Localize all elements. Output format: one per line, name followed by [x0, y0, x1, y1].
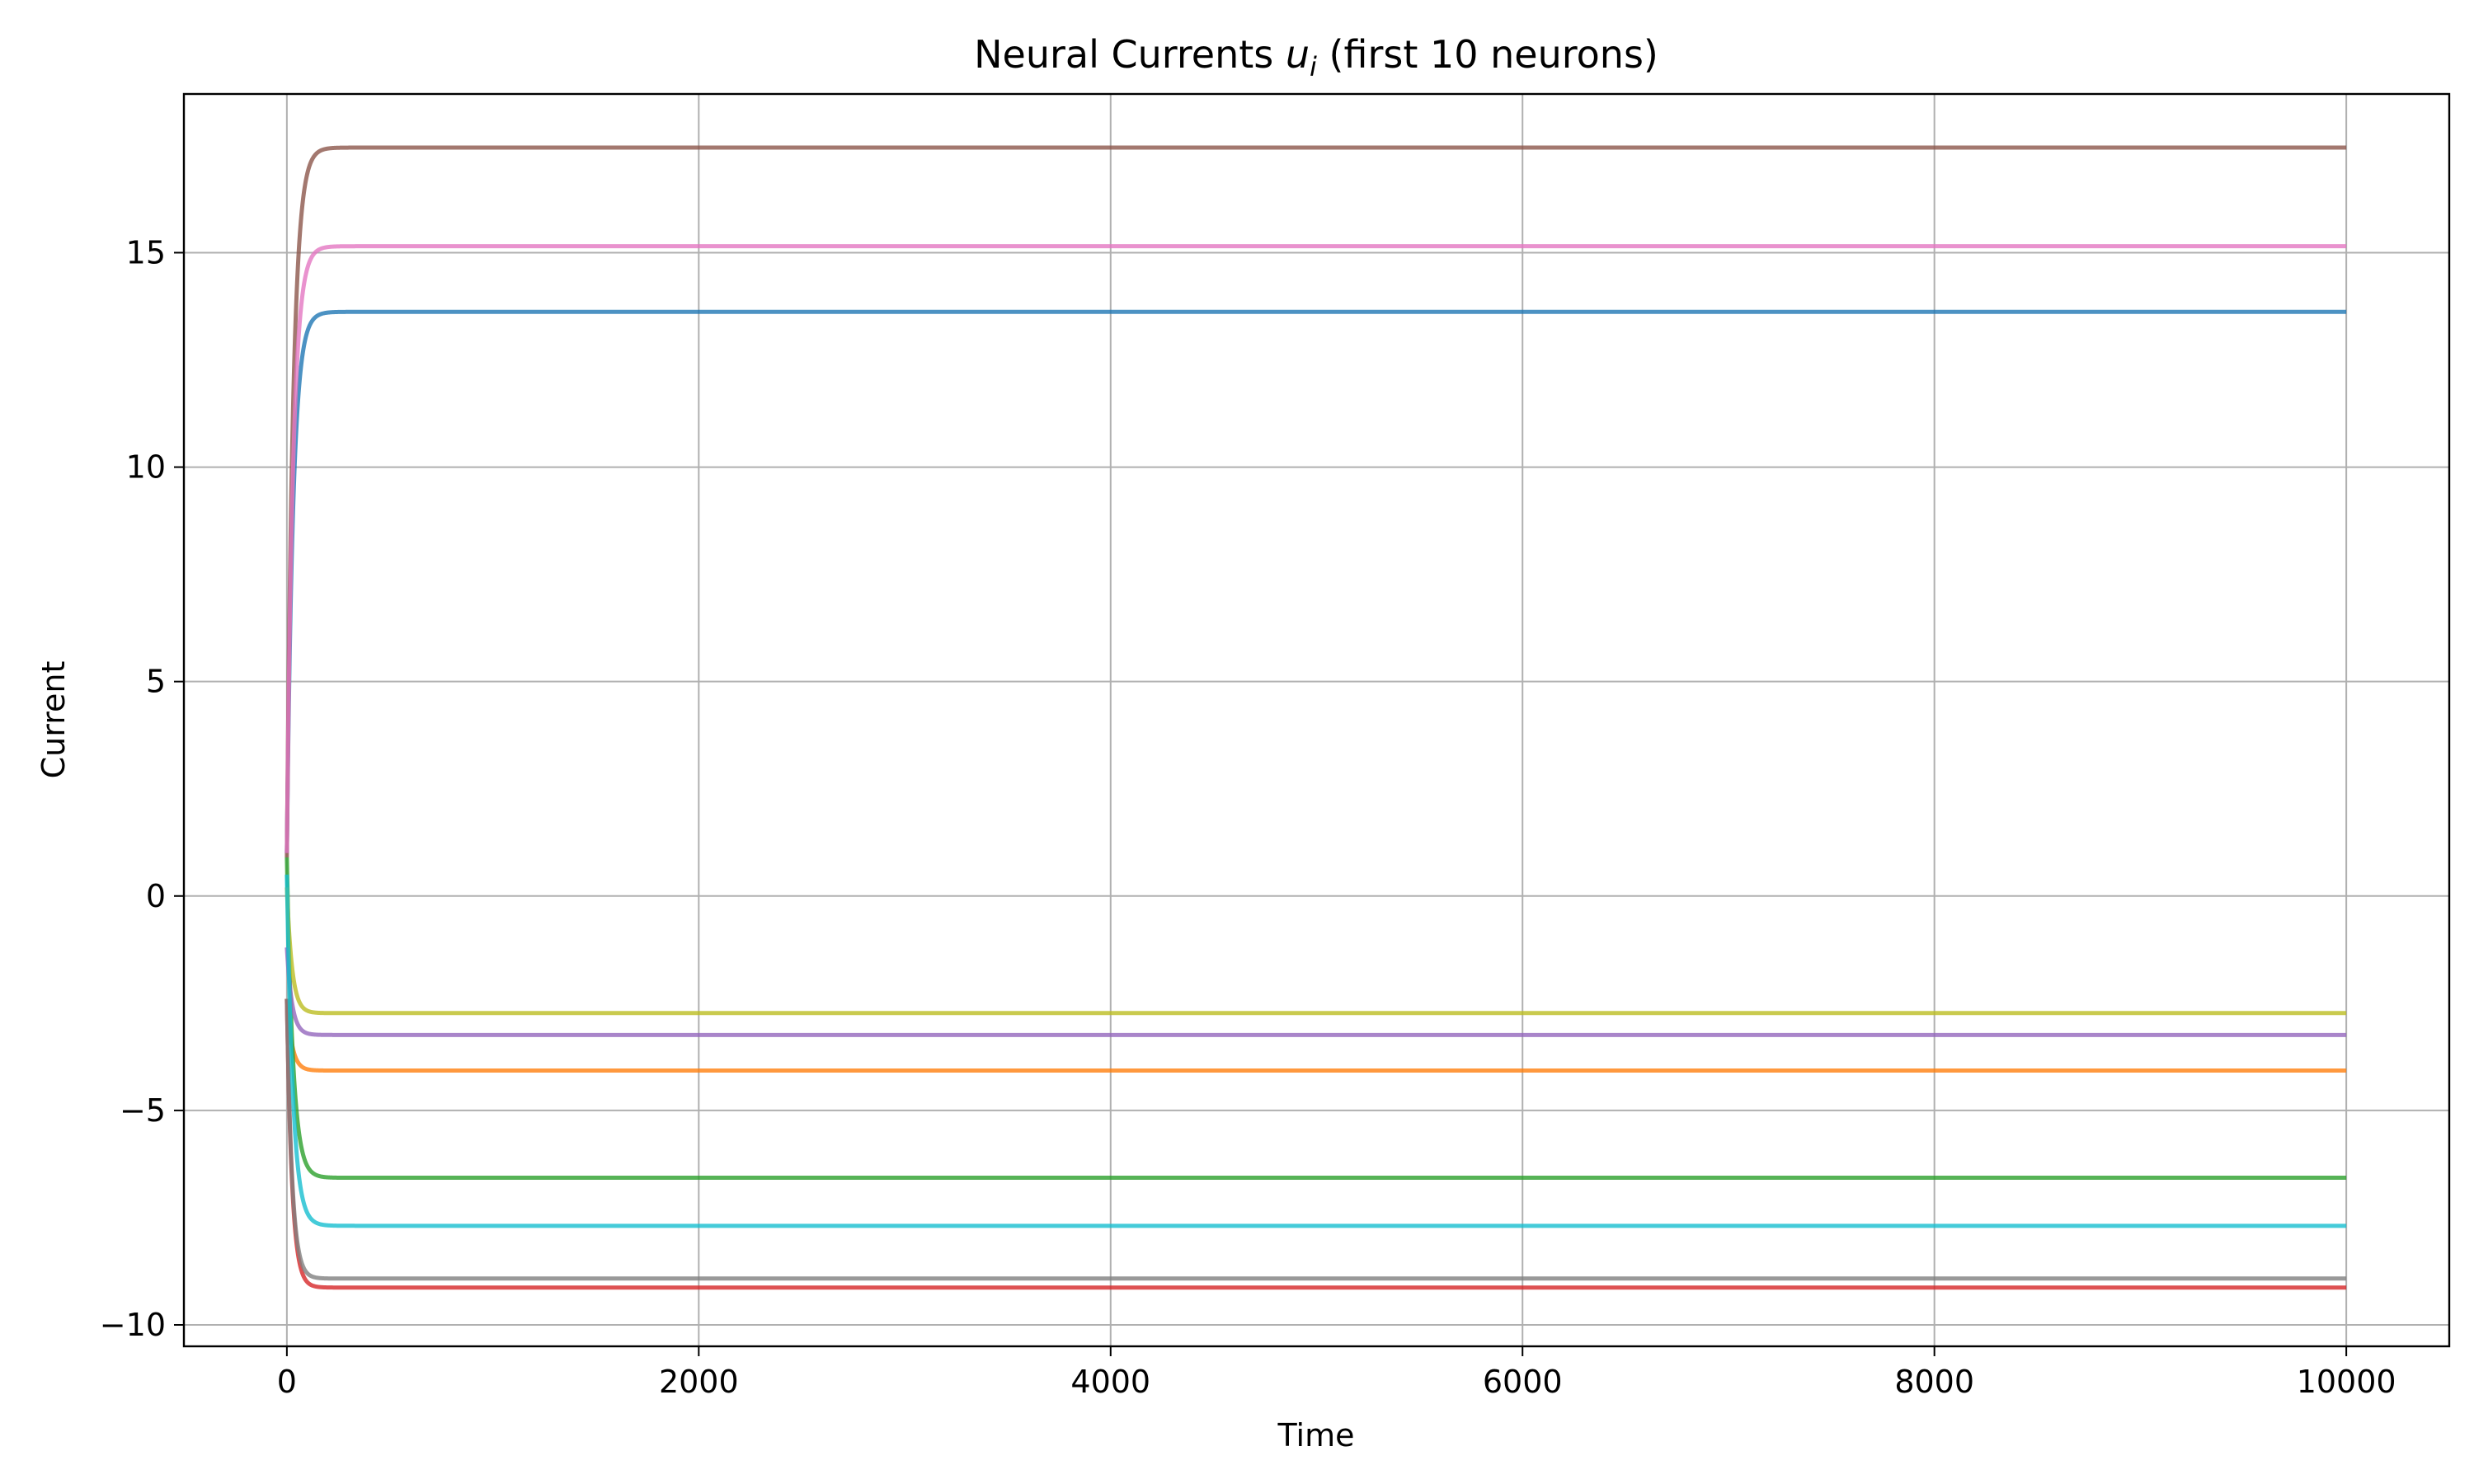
- x-tick-label: 6000: [1483, 1364, 1563, 1400]
- series-line-4: [285, 998, 2347, 1290]
- series-line-2: [285, 998, 2347, 1073]
- ticks: 0 2000 4000 6000 8000 10000 −10 −5 0 5 10 15: [100, 234, 2396, 1400]
- series-line-3: [285, 857, 2347, 1181]
- series-line-6: [285, 145, 2347, 857]
- x-tick-label: 0: [277, 1364, 297, 1400]
- series-line-10: [285, 874, 2347, 1228]
- x-tick-label: 8000: [1894, 1364, 1974, 1400]
- x-tick-label: 2000: [659, 1364, 739, 1400]
- y-axis-label: Current: [35, 661, 72, 779]
- y-tick-label: 5: [146, 664, 166, 700]
- plot-frame: [182, 92, 2451, 1348]
- series-line-1: [285, 309, 2347, 853]
- y-tick-label: −10: [100, 1307, 166, 1343]
- y-tick-label: 10: [126, 449, 166, 486]
- series-line-7: [285, 244, 2347, 853]
- x-tick-label: 4000: [1070, 1364, 1150, 1400]
- grid: [184, 94, 2449, 1346]
- chart-title: Neural Currents ui (first 10 neurons): [974, 32, 1658, 82]
- x-tick-label: 10000: [2297, 1364, 2396, 1400]
- series-line-9: [285, 887, 2347, 1016]
- series-line-8: [285, 998, 2347, 1281]
- x-axis-label: Time: [1277, 1417, 1355, 1453]
- series-lines: [285, 145, 2347, 1290]
- y-tick-label: −5: [120, 1092, 166, 1129]
- series-line-5: [285, 947, 2347, 1037]
- y-tick-label: 15: [126, 234, 166, 270]
- y-tick-label: 0: [146, 878, 166, 914]
